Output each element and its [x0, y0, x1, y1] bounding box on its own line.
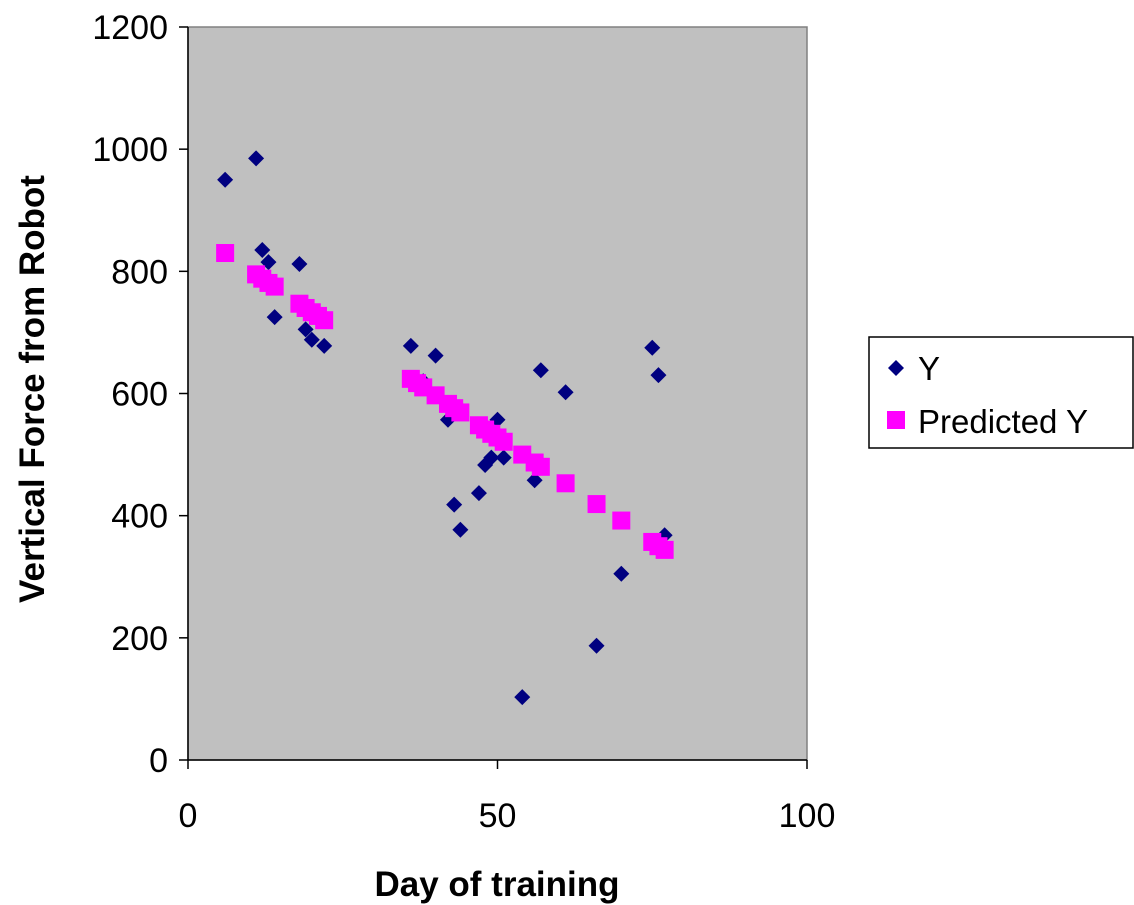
data-point-y	[303, 331, 320, 348]
y-tick-label: 200	[111, 620, 168, 658]
y-tick-label: 400	[111, 498, 168, 536]
data-point-predicted-y	[587, 495, 606, 514]
y-ticks: 0 200 400 600 800 1000 1200	[92, 9, 188, 780]
x-tick-label: 100	[779, 797, 836, 835]
x-tick-label: 0	[179, 797, 198, 835]
data-point-predicted-y	[531, 457, 550, 476]
data-point-predicted-y	[451, 403, 470, 422]
data-point-predicted-y	[494, 432, 513, 451]
data-point-y	[644, 339, 661, 356]
x-axis-title: Day of training	[374, 865, 619, 904]
legend-box	[868, 336, 1134, 449]
legend-label-y: Y	[918, 350, 940, 387]
data-point-y	[557, 384, 574, 401]
series-y	[217, 150, 673, 706]
data-point-predicted-y	[556, 474, 575, 493]
data-point-y	[470, 485, 487, 502]
y-tick-label: 800	[111, 253, 168, 291]
y-tick-label: 0	[149, 742, 168, 780]
data-point-predicted-y	[265, 277, 284, 296]
plot-area	[187, 26, 808, 761]
data-point-y	[446, 496, 463, 513]
y-tick-label: 1200	[92, 9, 168, 47]
y-tick-label: 600	[111, 376, 168, 414]
data-point-y	[217, 171, 234, 188]
series-predicted-y	[216, 244, 674, 559]
legend-label-predicted-y: Predicted Y	[918, 403, 1088, 440]
data-point-predicted-y	[216, 244, 235, 263]
x-ticks: 0 50 100	[179, 760, 836, 835]
y-tick-label: 1000	[92, 131, 168, 169]
legend-marker-predicted-y	[887, 411, 905, 429]
data-point-y	[452, 521, 469, 538]
data-point-y	[254, 241, 271, 258]
y-axis-title: Vertical Force from Robot	[13, 175, 52, 603]
data-point-predicted-y	[315, 311, 334, 330]
data-point-y	[427, 347, 444, 364]
data-point-y	[483, 449, 500, 466]
x-tick-label: 50	[479, 797, 517, 835]
data-point-y	[588, 637, 605, 654]
data-point-y	[532, 362, 549, 379]
legend: Y Predicted Y	[868, 336, 1134, 449]
data-point-y	[266, 309, 283, 326]
data-point-predicted-y	[612, 511, 631, 530]
legend-marker-y	[888, 360, 904, 376]
data-point-y	[297, 321, 314, 338]
data-point-y	[495, 449, 512, 466]
data-point-y	[316, 337, 333, 354]
data-point-y	[526, 472, 543, 489]
data-point-y	[291, 256, 308, 273]
data-point-y	[248, 150, 265, 167]
data-point-y	[514, 689, 531, 706]
data-point-y	[650, 367, 667, 384]
data-point-predicted-y	[655, 540, 674, 559]
data-point-y	[613, 565, 630, 582]
data-point-y	[402, 337, 419, 354]
